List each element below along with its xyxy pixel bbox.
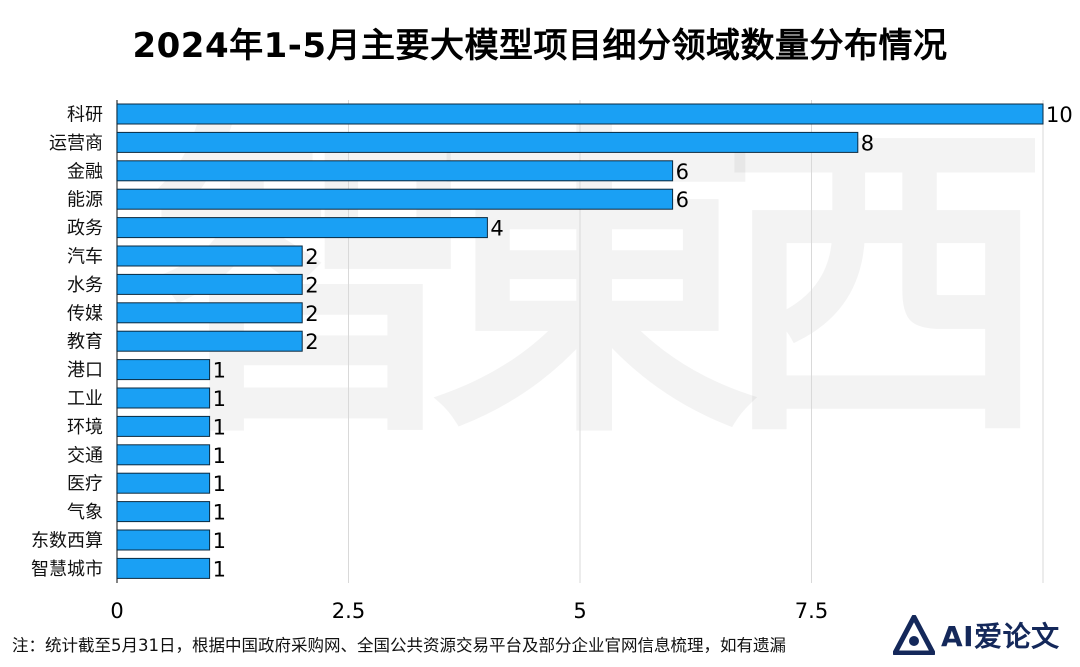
value-label: 1 <box>213 444 226 468</box>
value-label: 2 <box>305 245 318 269</box>
value-label: 10 <box>1046 103 1073 127</box>
bar <box>116 131 859 153</box>
category-label: 运营商 <box>49 133 103 154</box>
bar <box>116 529 211 551</box>
footnote: 注：统计截至5月31日，根据中国政府采购网、全国公共资源交易平台及部分企业官网信… <box>12 636 786 655</box>
value-label: 1 <box>213 415 226 439</box>
value-label: 6 <box>676 160 689 184</box>
value-label: 1 <box>213 387 226 411</box>
bar <box>116 472 211 494</box>
value-label: 1 <box>213 557 226 581</box>
category-label: 环境 <box>67 417 103 438</box>
bar <box>116 444 211 466</box>
brand-icon <box>893 615 935 655</box>
bar <box>116 217 488 239</box>
category-label: 气象 <box>67 502 103 523</box>
chart-title: 2024年1-5月主要大模型项目细分领域数量分布情况 <box>132 26 948 66</box>
bar <box>116 188 674 210</box>
value-label: 1 <box>213 359 226 383</box>
value-label: 1 <box>213 472 226 496</box>
value-label: 1 <box>213 501 226 525</box>
bar <box>116 245 303 267</box>
category-label: 港口 <box>67 360 103 381</box>
value-label: 2 <box>305 302 318 326</box>
x-tick-label: 5 <box>573 599 586 623</box>
bar <box>116 103 1044 125</box>
category-label: 汽车 <box>67 247 103 268</box>
value-label: 4 <box>490 217 503 241</box>
category-label: 医疗 <box>67 474 103 495</box>
value-label: 2 <box>305 273 318 297</box>
category-label: 东数西算 <box>31 531 103 552</box>
category-label: 政务 <box>67 218 103 239</box>
bar <box>116 302 303 324</box>
bar <box>116 387 211 409</box>
value-label: 8 <box>861 131 874 155</box>
bar <box>116 330 303 352</box>
category-label: 交通 <box>67 445 103 466</box>
category-label: 智慧城市 <box>31 559 103 580</box>
bar <box>116 160 674 182</box>
bar <box>116 501 211 523</box>
x-tick-label: 2.5 <box>332 599 365 623</box>
category-label: 水务 <box>67 275 103 296</box>
brand-logo: AI爱论文 <box>893 612 1073 658</box>
category-label: 传媒 <box>67 303 103 324</box>
category-label: 金融 <box>67 161 103 182</box>
category-label: 教育 <box>67 332 103 353</box>
category-label: 能源 <box>67 190 103 211</box>
bar <box>116 359 211 381</box>
category-label: 工业 <box>67 389 103 410</box>
value-label: 1 <box>213 529 226 553</box>
value-label: 2 <box>305 330 318 354</box>
x-tick-label: 0 <box>110 599 123 623</box>
bar <box>116 273 303 295</box>
bar <box>116 415 211 437</box>
value-label: 6 <box>676 188 689 212</box>
x-tick-label: 7.5 <box>795 599 828 623</box>
category-label: 科研 <box>67 105 103 126</box>
brand-name: AI爱论文 <box>941 620 1060 653</box>
bar <box>116 557 211 579</box>
